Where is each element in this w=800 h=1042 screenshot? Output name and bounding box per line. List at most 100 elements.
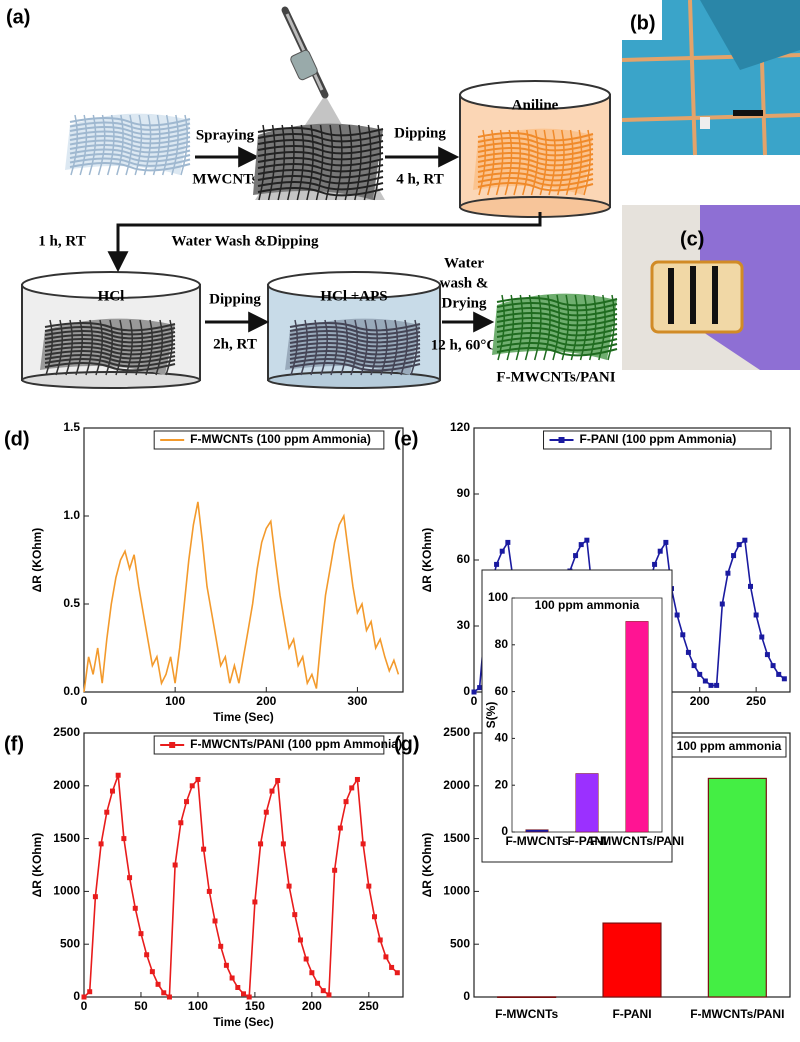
y-axis-label: ΔR (KOhm) bbox=[30, 833, 44, 898]
y-tick-label: 2500 bbox=[443, 725, 470, 739]
fabric-thread bbox=[277, 124, 286, 201]
data-point bbox=[736, 542, 742, 548]
fabric-thread bbox=[574, 129, 583, 196]
fabric-thread bbox=[530, 129, 539, 196]
data-point bbox=[121, 836, 127, 842]
y-tick-label: 80 bbox=[495, 637, 509, 651]
fabric-thread bbox=[45, 319, 53, 376]
data-point bbox=[708, 682, 714, 688]
data-point bbox=[337, 825, 343, 831]
fabric-thread bbox=[85, 319, 93, 376]
data-point bbox=[685, 649, 691, 655]
fabric-thread bbox=[487, 129, 495, 196]
x-tick-label: 200 bbox=[256, 694, 276, 708]
fabric-thread bbox=[267, 124, 276, 201]
fabric-thread bbox=[296, 124, 305, 201]
fabric-thread bbox=[363, 124, 372, 201]
data-point bbox=[166, 994, 172, 1000]
fabric bbox=[492, 293, 618, 361]
data-point bbox=[343, 799, 349, 805]
fabric-thread bbox=[410, 319, 418, 376]
fabric-thread bbox=[257, 127, 384, 137]
fabric-thread bbox=[588, 294, 597, 361]
data-point bbox=[354, 776, 360, 782]
fabric-thread bbox=[320, 319, 328, 376]
step-label: 4 h, RT bbox=[396, 171, 443, 187]
fabric-thread bbox=[143, 114, 152, 176]
data-point bbox=[109, 788, 115, 794]
plot-frame bbox=[83, 732, 404, 998]
data-point bbox=[471, 689, 477, 695]
y-tick-label: 1.5 bbox=[63, 420, 80, 434]
data-point bbox=[702, 678, 708, 684]
x-tick-label: 100 bbox=[165, 694, 185, 708]
y-axis-label: S(%) bbox=[484, 702, 498, 729]
product-label: F-MWCNTs/PANI bbox=[496, 369, 615, 385]
fabric-thread bbox=[165, 319, 173, 376]
data-point bbox=[155, 981, 161, 987]
fabric-thread bbox=[579, 294, 588, 361]
fabric-thread bbox=[105, 319, 113, 376]
data-point bbox=[781, 676, 787, 682]
data-point bbox=[748, 583, 753, 589]
fabric-thread bbox=[543, 294, 551, 361]
data-point bbox=[189, 783, 195, 789]
data-point bbox=[223, 962, 229, 968]
data-point bbox=[309, 970, 315, 976]
fabric-thread bbox=[373, 124, 381, 201]
fabric-thread bbox=[477, 167, 594, 177]
data-point bbox=[680, 632, 686, 638]
y-tick-label: 500 bbox=[450, 936, 470, 950]
data-point bbox=[218, 943, 224, 949]
fabric-thread bbox=[504, 129, 513, 196]
panel-label: (c) bbox=[680, 228, 704, 250]
data-point bbox=[201, 846, 207, 852]
fabric bbox=[253, 123, 384, 201]
y-tick-label: 1500 bbox=[53, 831, 80, 845]
data-point bbox=[742, 537, 748, 543]
fabric-thread bbox=[115, 319, 123, 376]
data-point bbox=[297, 937, 303, 943]
fabric-thread bbox=[134, 114, 143, 176]
fabric-thread bbox=[325, 124, 334, 201]
panel-label: (a) bbox=[6, 6, 30, 28]
step-label: Water bbox=[444, 255, 484, 271]
fabric-thread bbox=[257, 133, 384, 143]
fabric-thread bbox=[289, 330, 421, 340]
panel-label: (e) bbox=[394, 428, 418, 450]
x-tick-label: 0 bbox=[81, 999, 88, 1013]
fabric-thread bbox=[370, 319, 378, 376]
fabric-thread bbox=[69, 162, 191, 172]
plot-frame bbox=[83, 427, 404, 693]
x-tick-label: 200 bbox=[690, 694, 710, 708]
fabric-thread bbox=[350, 319, 358, 376]
step-label: MWCNTs bbox=[192, 171, 257, 187]
x-tick-label: 0 bbox=[471, 694, 478, 708]
y-axis-label: ΔR (KOhm) bbox=[30, 528, 44, 593]
legend-box bbox=[153, 430, 385, 450]
fabric-thread bbox=[180, 114, 188, 176]
fabric-thread bbox=[106, 114, 115, 176]
data-point bbox=[714, 682, 720, 688]
data-point bbox=[235, 984, 241, 990]
data-point bbox=[149, 969, 155, 975]
data-point bbox=[657, 548, 663, 554]
y-axis-label: ΔR (KOhm) bbox=[420, 833, 434, 898]
data-point bbox=[269, 788, 275, 794]
fabric-thread bbox=[257, 163, 384, 173]
data-point bbox=[573, 553, 579, 559]
beaker-label: HCl +APS bbox=[320, 288, 387, 304]
data-point bbox=[477, 685, 483, 691]
fabric-thread bbox=[506, 294, 515, 361]
fabric-thread bbox=[135, 319, 143, 376]
x-tick-label: 300 bbox=[347, 694, 367, 708]
y-tick-label: 500 bbox=[60, 936, 80, 950]
data-point bbox=[229, 975, 235, 981]
data-point bbox=[372, 914, 378, 920]
data-point bbox=[184, 799, 190, 805]
step-label: Spraying bbox=[196, 127, 255, 143]
fabric-thread bbox=[69, 148, 191, 158]
x-tick-label: 100 bbox=[188, 999, 208, 1013]
fabric-thread bbox=[513, 129, 521, 196]
